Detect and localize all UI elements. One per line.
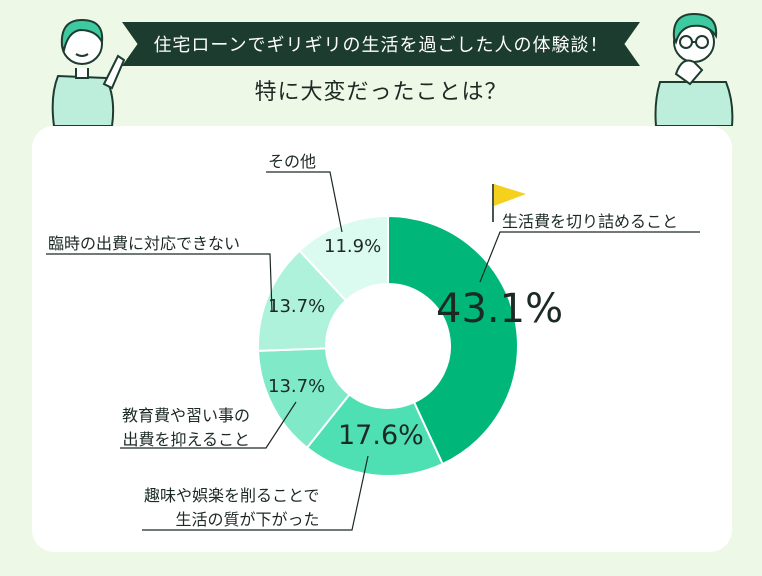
slice-1 xyxy=(305,393,444,477)
leader-line-0 xyxy=(479,231,700,283)
slice-value-2: 13.7% xyxy=(268,376,326,397)
man-thinking-illustration xyxy=(654,12,734,126)
leader-line-2 xyxy=(120,401,297,449)
flag-icon xyxy=(492,184,526,222)
slice-label-0: 生活費を切り詰めること xyxy=(502,212,679,231)
leader-line-3 xyxy=(46,253,273,313)
chart-subtitle: 特に大変だったことは？ xyxy=(254,80,508,105)
title-banner: 住宅ローンでギリギリの生活を過ごした人の体験談！ xyxy=(122,22,640,66)
slice-label-1: 趣味や娯楽を削ることで 生活の質が下がった xyxy=(144,486,320,529)
slice-label-2: 教育費や習い事の 出費を抑えること xyxy=(122,406,251,449)
slice-value-1: 17.6% xyxy=(338,420,424,451)
chart-title: 住宅ローンでギリギリの生活を過ごした人の体験談！ xyxy=(153,35,609,56)
chart-card xyxy=(32,126,732,552)
woman-pointing-illustration xyxy=(51,18,126,126)
leader-line-1 xyxy=(142,455,369,531)
slice-label-3: 臨時の出費に対応できない xyxy=(48,234,241,253)
slice-value-3: 13.7% xyxy=(268,296,326,317)
slice-value-0: 43.1% xyxy=(436,286,564,332)
leader-line-4 xyxy=(266,171,343,233)
slice-4 xyxy=(298,214,389,302)
slice-value-4: 11.9% xyxy=(324,236,382,257)
slice-0 xyxy=(387,214,519,466)
slice-label-4: その他 xyxy=(268,152,317,171)
